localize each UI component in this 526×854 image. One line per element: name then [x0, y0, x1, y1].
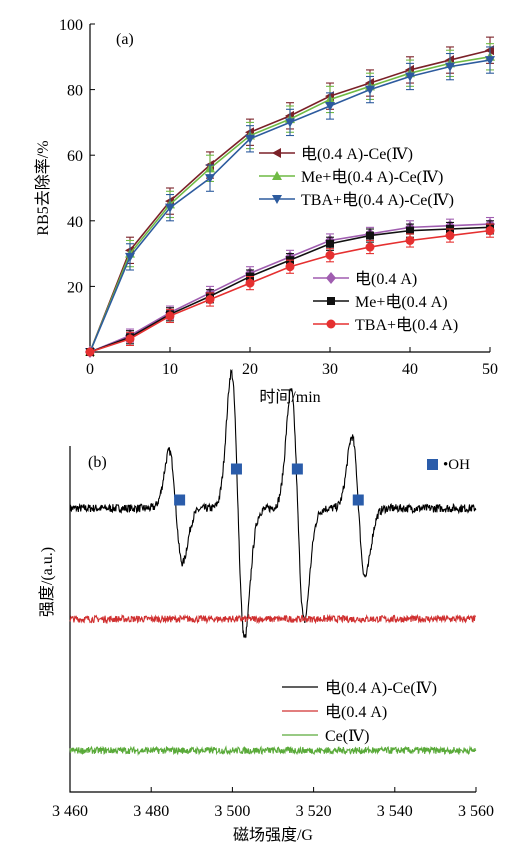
panel-a-x-tick-label: 50: [482, 361, 498, 378]
panel-a: (a) 时间/min RB5去除率/% 0 10 20 30 40 50 20 40 60 80 1…: [34, 17, 498, 406]
panel-a-data-point: [365, 85, 375, 95]
panel-a-data-point: [125, 252, 135, 262]
panel-a-legend-marker: [272, 171, 282, 180]
panel-b-ticks: 3 460 3 480 3 500 3 520 3 540 3 560: [52, 787, 494, 820]
oh-peak-marker: [230, 463, 242, 475]
panel-a-y-tick-label: 40: [67, 214, 83, 231]
panel-a-x-tick-label: 30: [322, 361, 338, 378]
panel-a-data-point: [325, 102, 335, 111]
panel-a-x-tick-label: 40: [402, 361, 418, 378]
panel-a-x-tick-label: 20: [242, 361, 258, 378]
panel-b-legend-label: 电(0.4 A): [325, 703, 387, 721]
panel-a-data-point: [245, 134, 255, 144]
panel-b-spectrum: [69, 613, 476, 625]
oh-legend-marker: [427, 459, 438, 470]
panel-a-data-point: [405, 72, 415, 82]
oh-peak-marker: [174, 494, 186, 506]
panel-a-data-point: [85, 347, 95, 357]
panel-b: (b) 磁场强度/G 强度/(a.u.) 3 460 3 480 3 500 3 52…: [38, 368, 494, 844]
panel-a-data-point: [365, 242, 375, 252]
panel-a-legend-label: TBA+电(0.4 A): [355, 316, 458, 334]
panel-a-legend-lower: 电(0.4 A) Me+电(0.4 A) TBA+电(0.4 A): [313, 270, 458, 334]
panel-b-x-axis-title: 磁场强度/G: [233, 826, 313, 844]
panel-a-y-axis-title: RB5去除率/%: [34, 140, 52, 235]
panel-a-data-point: [445, 231, 455, 241]
panel-a-x-tick-label: 0: [86, 361, 94, 378]
panel-b-legend: •OH 电(0.4 A)-Ce(Ⅳ) 电(0.4 A) Ce(Ⅳ): [282, 457, 470, 745]
panel-a-y-tick-label: 60: [67, 148, 83, 165]
oh-peak-marker: [291, 463, 303, 475]
oh-peak-marker: [352, 494, 364, 506]
panel-a-series: [85, 36, 495, 358]
panel-b-x-tick-label: 3 520: [296, 803, 332, 820]
panel-a-data-point: [485, 56, 495, 66]
panel-b-x-tick-label: 3 540: [377, 803, 413, 820]
panel-a-legend-label: Me+电(0.4 A)-Ce(Ⅳ): [301, 168, 443, 186]
panel-a-legend-marker: [272, 148, 281, 158]
panel-a-legend-marker: [326, 272, 336, 284]
panel-a-legend-label: TBA+电(0.4 A)-Ce(Ⅳ): [301, 191, 454, 209]
panel-a-legend-marker: [327, 297, 335, 305]
panel-b-spectra: [69, 368, 477, 757]
panel-a-y-tick-label: 100: [59, 17, 83, 34]
panel-a-legend-marker: [326, 319, 336, 329]
panel-b-legend-label: Ce(Ⅳ): [325, 728, 369, 745]
panel-a-data-point: [285, 262, 295, 272]
panel-a-data-point: [406, 226, 414, 235]
panel-b-oh-markers: [174, 463, 364, 506]
panel-b-x-tick-label: 3 460: [52, 803, 88, 820]
panel-b-spectrum: [69, 745, 477, 757]
panel-a-data-point: [326, 239, 334, 248]
panel-b-x-tick-label: 3 480: [133, 803, 169, 820]
panel-a-legend-label: 电(0.4 A)-Ce(Ⅳ): [301, 145, 413, 163]
panel-a-data-point: [165, 203, 175, 213]
panel-a-y-tick-label: 20: [67, 279, 83, 296]
panel-a-data-point: [245, 278, 255, 288]
panel-b-x-tick-label: 3 560: [458, 803, 494, 820]
panel-a-x-tick-label: 10: [162, 361, 178, 378]
panel-a-data-point: [125, 334, 135, 344]
panel-a-data-point: [325, 250, 335, 260]
panel-b-legend-label: 电(0.4 A)-Ce(Ⅳ): [325, 679, 437, 697]
panel-b-label: (b): [88, 454, 107, 471]
panel-a-x-axis-title: 时间/min: [259, 388, 320, 406]
panel-a-data-point: [205, 295, 215, 305]
panel-a-label: (a): [116, 31, 134, 48]
panel-a-data-point: [485, 226, 495, 236]
panel-b-x-tick-label: 3 500: [214, 803, 250, 820]
panel-a-data-point: [445, 62, 455, 72]
panel-a-data-point: [366, 231, 374, 240]
panel-a-legend-marker: [272, 195, 282, 204]
panel-a-legend-label: Me+电(0.4 A): [355, 293, 448, 311]
panel-a-data-point: [165, 311, 175, 321]
panel-b-y-axis-title: 强度/(a.u.): [38, 547, 56, 617]
panel-a-data-point: [285, 118, 295, 128]
panel-a-legend-label: 电(0.4 A): [355, 270, 417, 288]
panel-a-data-point: [205, 174, 215, 184]
panel-a-legend-upper: 电(0.4 A)-Ce(Ⅳ) Me+电(0.4 A)-Ce(Ⅳ) TBA+电(0.4…: [259, 145, 454, 209]
panel-b-spectrum: [69, 368, 477, 639]
oh-legend-label: •OH: [443, 457, 470, 473]
panel-a-data-point: [405, 235, 415, 245]
panel-a-ticks: 0 10 20 30 40 50 20 40 60 80 100: [59, 17, 498, 378]
panel-a-y-tick-label: 80: [67, 83, 83, 100]
